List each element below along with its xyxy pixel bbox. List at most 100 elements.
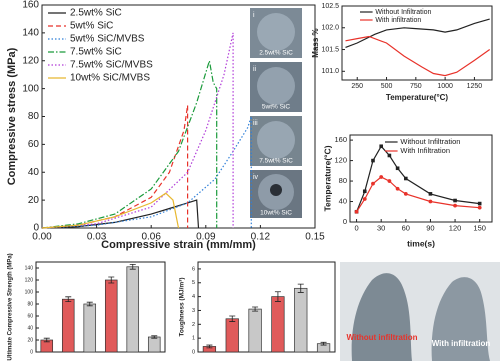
series-line (356, 145, 480, 213)
error-bar (274, 291, 281, 302)
point (404, 176, 408, 181)
x-tick-label: 250 (351, 83, 363, 90)
point (371, 158, 375, 163)
photo-numeral: i (253, 12, 255, 19)
legend-label: 10wt% SiC/MVBS (70, 73, 150, 84)
y-tick-label: 40 (339, 197, 347, 206)
point (395, 166, 400, 171)
point (428, 199, 433, 204)
x-tick-label: 0.15 (305, 232, 325, 243)
y-axis-label: Mass % (311, 28, 320, 57)
y-axis-label: Compressive stress (MPa) (6, 47, 18, 185)
point (403, 191, 408, 196)
y-axis-label: Temperature(°C) (322, 145, 332, 211)
x-tick-label: 1250 (467, 83, 483, 90)
x-tick-label: 500 (381, 83, 393, 90)
error-bar (151, 335, 158, 339)
legend-label: With infiltration (375, 17, 421, 24)
legend-label: 5wt% SiC/MVBS (70, 34, 145, 45)
y-tick-label: 102.5 (321, 3, 339, 10)
y-tick-label: 0 (192, 349, 195, 355)
y-tick-label: 102.0 (321, 25, 339, 32)
series-line (345, 35, 491, 77)
y-tick-label: 0 (30, 349, 33, 355)
error-bar (86, 301, 93, 307)
y-tick-label: 0 (343, 217, 347, 226)
photo-caption: 10wt% SiC (260, 210, 292, 217)
point (379, 144, 383, 149)
y-tick-label: 6 (192, 266, 195, 272)
x-tick-label: 0 (354, 224, 358, 233)
y-tick-label: 120 (25, 277, 34, 283)
y-tick-label: 40 (27, 325, 33, 331)
point (453, 203, 457, 208)
legend-label: 7.5wt% SiC/MVBS (70, 60, 153, 71)
point (477, 205, 482, 210)
error-bar (297, 283, 304, 293)
photo-caption: 2.5wt% SiC (259, 50, 293, 57)
y-tick-label: 80 (28, 111, 40, 122)
x-tick-label: 0.00 (32, 232, 52, 243)
y-tick-label: 80 (339, 176, 347, 185)
bar (147, 336, 161, 353)
y-tick-label: 60 (27, 313, 33, 319)
y-tick-label: 101.0 (321, 68, 339, 75)
x-axis-label: Compressive strain (mm/mm) (101, 239, 256, 251)
plot-frame (35, 261, 166, 353)
series-line (345, 18, 490, 48)
plot-frame (349, 134, 493, 223)
series-line (41, 199, 200, 229)
error-bar (129, 264, 136, 270)
x-tick-label: 120 (449, 224, 462, 233)
bar (248, 308, 262, 353)
y-tick-label: 3 (192, 308, 195, 314)
legend-label: Without Infiltration (375, 9, 431, 16)
y-tick-label: 60 (28, 139, 40, 150)
y-tick-label: 20 (27, 337, 33, 343)
bar (225, 318, 239, 353)
legend-label: 2.5wt% SiC (70, 8, 122, 19)
series-line (41, 116, 252, 229)
y-tick-label: 140 (22, 28, 39, 39)
x-axis-label: time(s) (407, 238, 435, 248)
point (362, 197, 367, 201)
x-tick-label: 1000 (437, 83, 453, 90)
error-bar (65, 296, 72, 302)
y-tick-label: 80 (27, 301, 33, 307)
series-line (41, 192, 180, 229)
series-line (41, 32, 234, 229)
error-bar (320, 341, 327, 346)
y-tick-label: 100 (25, 289, 34, 295)
point (387, 153, 392, 158)
error-bar (229, 315, 236, 322)
x-tick-label: 60 (402, 224, 410, 233)
y-tick-label: 120 (334, 156, 347, 165)
bar (126, 266, 140, 353)
photo-numeral: ii (253, 66, 257, 73)
bar (271, 296, 285, 353)
legend-label: Without Infiltration (400, 137, 460, 146)
photo-caption: Without infiltration (346, 333, 417, 342)
x-tick-label: 150 (473, 224, 486, 233)
x-axis-label: Temperature(°C) (386, 93, 449, 102)
error-bar (252, 306, 259, 312)
defect (270, 184, 282, 196)
point (453, 198, 457, 203)
x-tick-label: 0.03 (87, 232, 107, 243)
bar (294, 287, 308, 353)
y-tick-label: 100 (22, 83, 39, 94)
bar (104, 279, 118, 353)
y-tick-label: 120 (22, 55, 39, 66)
series-line (356, 176, 480, 213)
series-line (41, 60, 218, 229)
y-tick-label: 5 (192, 280, 195, 286)
sample (257, 13, 295, 51)
point (354, 209, 359, 214)
y-axis-label: Toughness (MJ/m³) (179, 277, 186, 336)
y-tick-label: 160 (334, 135, 347, 144)
photo-caption: With infiltration (432, 339, 491, 348)
bar (61, 298, 75, 353)
error-bar (43, 337, 50, 343)
photo-numeral: iv (253, 174, 259, 181)
